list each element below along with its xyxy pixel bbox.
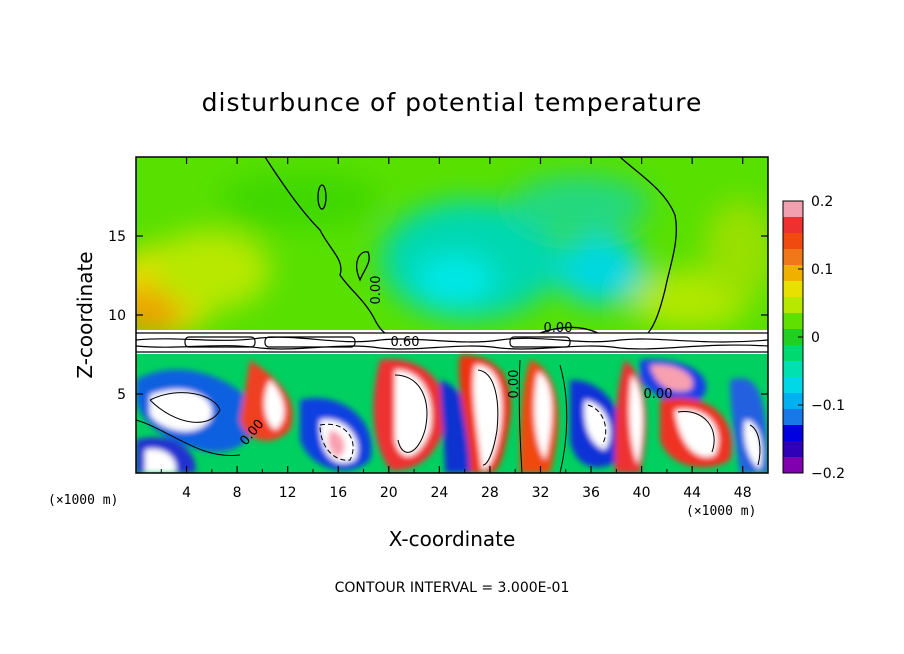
colorbar-tick-label: −0.1: [811, 398, 845, 414]
x-axis-label: X-coordinate: [389, 527, 516, 551]
colorbar-swatch: [783, 361, 803, 378]
y-axis: 5 10 15: [108, 229, 768, 403]
colorbar-swatch: [783, 425, 803, 442]
x-unit-label: (×1000 m): [686, 504, 756, 519]
colorbar-swatch: [783, 329, 803, 346]
colorbar-swatch: [783, 345, 803, 362]
contour-label: 0.00: [544, 321, 573, 336]
contour-interval-note: CONTOUR INTERVAL = 3.000E-01: [335, 580, 570, 596]
colorbar-swatch: [783, 249, 803, 266]
x-tick-label: 40: [633, 485, 651, 501]
x-tick-label: 4: [182, 485, 191, 501]
contour-label: 0.00: [644, 387, 673, 402]
heatmap-field: [136, 157, 768, 473]
y-tick-label: 15: [108, 229, 126, 245]
colorbar-swatch: [783, 265, 803, 282]
chart-title: disturbunce of potential temperature: [202, 88, 703, 117]
x-tick-label: 28: [481, 485, 499, 501]
x-tick-label: 16: [329, 485, 347, 501]
contour-label: 0.00: [507, 370, 522, 399]
y-tick-label: 10: [108, 308, 126, 324]
x-tick-label: 32: [532, 485, 550, 501]
colorbar-swatch: [783, 457, 803, 474]
x-tick-label: 20: [380, 485, 398, 501]
x-axis: 4 8 12 16 20 24 28 32 36 40 44 48: [160, 157, 752, 501]
x-tick-label: 8: [233, 485, 242, 501]
colorbar-swatch: [783, 233, 803, 250]
colorbar-tick-label: −0.2: [811, 466, 845, 482]
colorbar-swatch: [783, 313, 803, 330]
y-unit-label: (×1000 m): [48, 493, 118, 508]
y-axis-label: Z-coordinate: [73, 251, 97, 378]
colorbar-swatch: [783, 377, 803, 394]
x-tick-label: 36: [582, 485, 600, 501]
y-tick-label: 5: [117, 387, 126, 403]
colorbar-tick-label: 0.2: [811, 194, 833, 210]
colorbar: 0.2 0.1 0 −0.1 −0.2: [782, 194, 845, 482]
x-tick-label: 48: [734, 485, 752, 501]
colorbar-swatch: [783, 217, 803, 234]
colorbar-swatch: [783, 393, 803, 410]
colorbar-tick-label: 0.1: [811, 262, 833, 278]
x-tick-label: 12: [279, 485, 297, 501]
colorbar-swatch: [783, 201, 803, 218]
colorbar-swatch: [783, 281, 803, 298]
colorbar-swatch: [783, 409, 803, 426]
x-tick-label: 44: [683, 485, 701, 501]
colorbar-tick-label: 0: [811, 330, 820, 346]
x-tick-label: 24: [430, 485, 448, 501]
contour-label: 0.60: [391, 335, 420, 350]
colorbar-swatch: [783, 297, 803, 314]
colorbar-swatch: [783, 441, 803, 458]
contour-label: 0.00: [369, 276, 384, 305]
